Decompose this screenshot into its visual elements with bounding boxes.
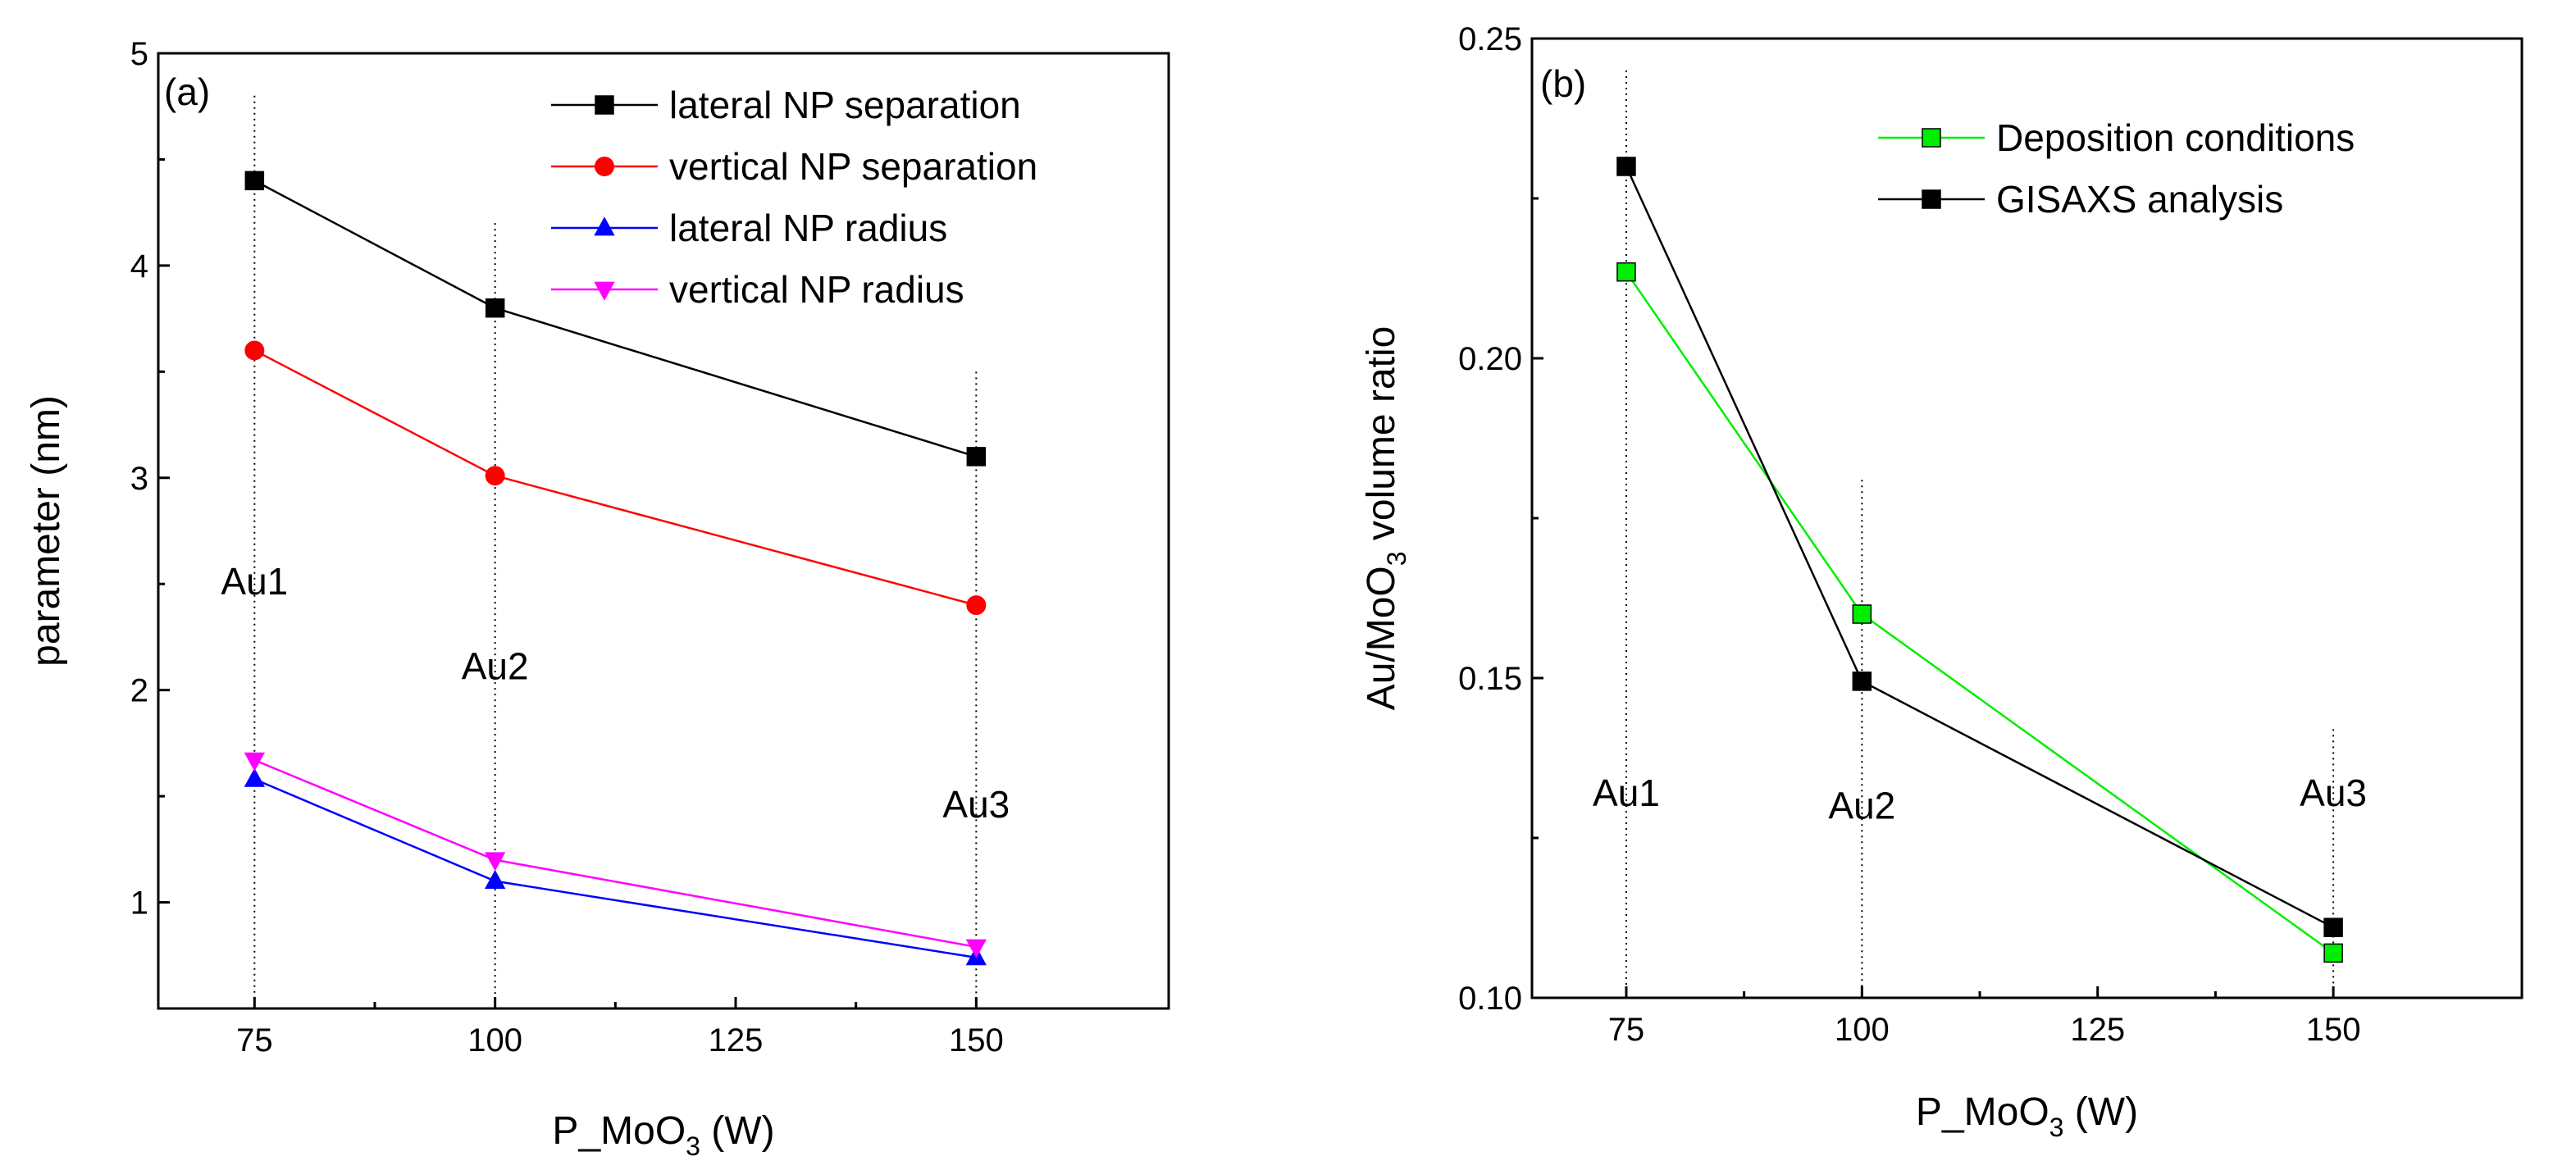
legend-marker [594, 281, 615, 301]
x-tick-label: 100 [467, 1022, 522, 1058]
x-tick-label: 125 [2070, 1012, 2125, 1048]
series-line [1625, 271, 2334, 954]
data-point [965, 939, 987, 958]
data-point [1852, 671, 1872, 691]
y-tick-label: 3 [130, 461, 148, 497]
legend-label: vertical NP separation [669, 145, 1037, 188]
data-point [244, 752, 265, 772]
sample-annotation: Au1 [1593, 772, 1660, 814]
data-point [244, 767, 265, 787]
panel-b-y-axis-label: Au/MoO3 volume ratio [1360, 326, 1411, 711]
legend-label: lateral NP radius [669, 207, 947, 249]
legend-marker [1922, 189, 1941, 209]
legend-marker [595, 157, 614, 176]
y-tick-label: 0.25 [1458, 21, 1522, 57]
legend-marker [1922, 128, 1941, 148]
y-tick-label: 0.10 [1458, 981, 1522, 1017]
data-point [966, 595, 987, 616]
x-tick-label: 125 [709, 1022, 764, 1058]
legend-marker [595, 95, 614, 115]
series-line [253, 349, 977, 607]
data-point [966, 447, 987, 467]
panel-b-x-axis-label: P_MoO3 (W) [1916, 1090, 2138, 1142]
y-tick-label: 4 [130, 248, 148, 285]
y-tick-label: 0.20 [1458, 341, 1522, 377]
y-tick-label: 0.15 [1458, 661, 1522, 697]
panel-a-y-axis-label: parameter (nm) [25, 395, 68, 667]
data-point [485, 466, 505, 486]
data-point [244, 340, 265, 361]
data-point [244, 171, 265, 191]
legend-label: vertical NP radius [669, 268, 964, 311]
panel-a-label: (a) [164, 71, 210, 113]
x-tick-label: 75 [236, 1022, 273, 1058]
data-point [1616, 157, 1636, 176]
legend-label: lateral NP separation [669, 84, 1021, 126]
series-line [1625, 166, 2334, 929]
data-point [485, 852, 506, 872]
x-tick-label: 150 [949, 1022, 1004, 1058]
panel-a-x-axis-label: P_MoO3 (W) [552, 1109, 774, 1161]
x-tick-label: 75 [1608, 1012, 1645, 1048]
y-tick-label: 1 [130, 885, 148, 922]
panel-b-plot-layer: 75 100 125 150 0.10 0.15 0.20 0.25 Au1 Au2 Au3 [1458, 21, 2524, 1048]
sample-annotation: Au3 [942, 783, 1010, 826]
panel-a-legend: lateral NP separation vertical NP separat… [551, 84, 1037, 311]
panel-b-legend: Deposition conditions GISAXS analysis [1878, 116, 2355, 221]
legend-label: GISAXS analysis [1996, 178, 2283, 221]
sample-annotation: Au2 [462, 645, 529, 688]
legend-marker [594, 216, 615, 236]
data-point [2323, 917, 2343, 937]
panel-a-plot-layer: 75 100 125 150 1 2 3 4 5 Au1 Au2 Au3 [130, 36, 1170, 1058]
y-tick-label: 2 [130, 673, 148, 709]
legend-label: Deposition conditions [1996, 116, 2355, 159]
x-tick-label: 150 [2306, 1012, 2361, 1048]
data-point [1616, 262, 1636, 282]
data-point [485, 298, 505, 318]
panel-a: 75 100 125 150 1 2 3 4 5 Au1 Au2 Au3 (a) parameter … [25, 36, 1170, 1161]
x-tick-label: 100 [1835, 1012, 1890, 1048]
sample-annotation: Au1 [221, 560, 288, 603]
plot-frame [157, 52, 1170, 1010]
series-line [253, 758, 977, 949]
panel-b-label: (b) [1540, 62, 1586, 105]
data-point [485, 869, 506, 890]
y-tick-label: 5 [130, 36, 148, 72]
data-point [2323, 943, 2343, 963]
data-point [1852, 604, 1872, 624]
sample-annotation: Au2 [1828, 785, 1895, 827]
sample-annotation: Au3 [2300, 772, 2367, 814]
panel-b: 75 100 125 150 0.10 0.15 0.20 0.25 Au1 Au2 Au3 (b)… [1360, 21, 2524, 1142]
